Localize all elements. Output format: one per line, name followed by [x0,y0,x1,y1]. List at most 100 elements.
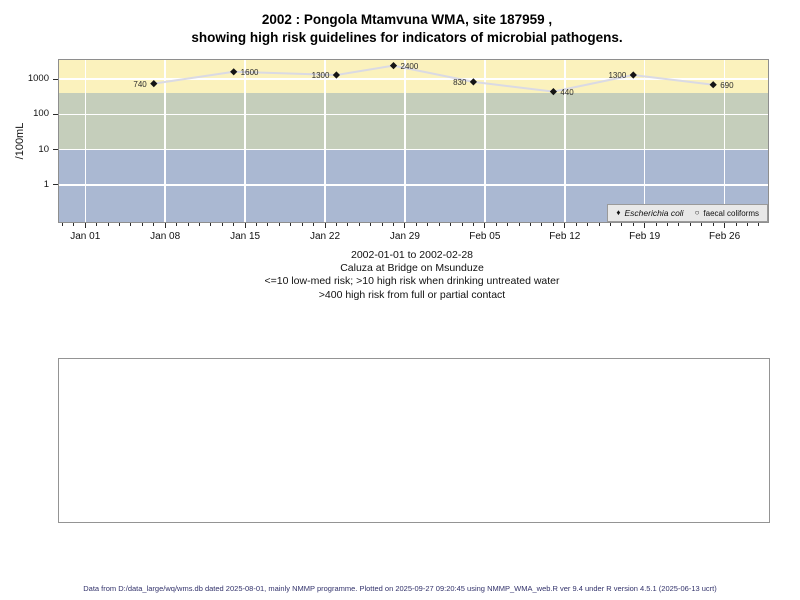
chart-title-line2: showing high risk guidelines for indicat… [191,30,623,45]
data-point-label: 1300 [311,71,330,80]
x-axis-tick [164,223,166,228]
x-axis-tick [552,223,554,226]
x-axis-tick [324,223,326,228]
x-axis-tick [381,223,383,226]
x-axis-tick [96,223,98,226]
gridline-horizontal [59,113,768,116]
x-axis-tick [233,223,235,226]
gridline-vertical [564,60,566,222]
y-tick-label: 1000 [27,73,49,85]
x-tick-label: Jan 01 [70,231,101,242]
x-axis-tick [724,223,726,228]
x-axis-tick [495,223,497,226]
x-axis-tick [313,223,315,226]
x-axis-tick [655,223,657,226]
x-axis-tick [84,223,86,228]
x-axis-tick [153,223,155,226]
x-axis-tick [712,223,714,226]
x-axis-tick [450,223,452,226]
x-axis-tick [221,223,223,226]
filled-diamond-icon: ♦ [616,208,621,217]
x-axis-tick [689,223,691,226]
x-axis-tick [427,223,429,226]
footer-note: Data from D:/data_large/wq/wms.db dated … [83,584,717,593]
x-axis-tick [758,223,760,226]
data-point-label: 830 [453,77,467,87]
y-axis-tick [53,184,58,186]
x-axis-tick [564,223,566,228]
subtitle-date-range: 2002-01-01 to 2002-02-28 [350,249,473,261]
data-point-label: 1600 [240,67,259,77]
y-axis-tick [53,78,58,80]
data-point-label: 740 [133,79,147,89]
x-axis-tick [472,223,474,226]
legend-label-escherichia-coli: Escherichia coli [624,208,684,218]
x-axis-tick [735,223,737,226]
x-axis-tick [370,223,372,226]
x-axis-tick [461,223,463,226]
x-axis-tick [518,223,520,226]
x-axis-tick [438,223,440,226]
x-axis-tick [609,223,611,226]
x-axis-tick [130,223,132,226]
subtitle-risk-note-2: >400 high risk from full or partial cont… [318,288,506,301]
x-axis-tick [644,223,646,228]
x-axis-tick [278,223,280,226]
gridline-vertical [324,60,326,222]
x-tick-label: Jan 08 [150,231,181,242]
subtitle-risk-note-1: <=10 low-med risk; >10 high risk when dr… [264,275,560,288]
legend-label-faecal-coliforms: faecal coliforms [703,208,759,218]
x-axis-tick [507,223,509,226]
x-axis-tick [335,223,337,226]
chart-title: 2002 : Pongola Mtamvuna WMA, site 187959… [0,11,800,47]
x-axis-tick [210,223,212,226]
empty-panel [58,358,770,523]
x-tick-label: Jan 29 [389,231,420,242]
open-circle-icon: ○ [694,208,700,217]
gridline-horizontal [59,148,768,151]
y-axis-tick [53,113,58,115]
gridline-vertical [404,60,406,222]
x-axis-tick [598,223,600,226]
gridline-vertical [244,60,246,222]
gridline-vertical [723,60,726,222]
plot-area: ♦ Escherichia coli ○ faecal coliforms 74… [58,59,769,223]
x-axis-tick [73,223,75,226]
x-axis-tick [267,223,269,226]
x-tick-label: Feb 12 [549,231,581,242]
x-axis-tick [632,223,634,226]
x-axis-tick [347,223,349,226]
y-axis-tick [53,149,58,151]
legend-item-faecal-coliforms: ○ faecal coliforms [695,209,759,218]
x-axis-tick [119,223,120,226]
diamond-markers [150,62,717,96]
x-axis-tick [667,223,669,226]
legend: ♦ Escherichia coli ○ faecal coliforms [607,204,768,222]
y-axis: 1000 100 10 1 [0,60,58,222]
x-tick-label: Jan 15 [230,231,261,242]
x-axis-tick [621,223,623,226]
data-point-label: 690 [720,80,734,90]
x-axis-tick [587,223,589,226]
x-tick-label: Feb 19 [629,231,661,242]
subtitle-site-name: Caluza at Bridge on Msunduze [340,262,484,275]
series-line [153,64,714,93]
gridline-horizontal [59,184,768,186]
x-axis-tick [176,223,178,226]
gridline-vertical [164,60,166,222]
x-axis-tick [290,223,292,226]
y-tick-label: 100 [33,108,49,120]
series-escherichia-coli [150,62,717,96]
data-point-label: 440 [560,87,574,97]
chart-title-line1: 2002 : Pongola Mtamvuna WMA, site 187959… [261,12,553,27]
y-tick-label: 1 [43,178,49,190]
x-axis-tick [187,223,189,226]
x-axis-tick [256,223,257,226]
x-axis-tick [301,223,303,226]
x-axis-tick [358,223,360,226]
x-axis-tick [198,223,200,226]
chart-subtitle: 2002-01-01 to 2002-02-28 Caluza at Bridg… [8,249,800,302]
x-axis-tick [746,223,748,226]
x-axis-tick [404,223,406,228]
x-axis-tick [61,223,63,226]
